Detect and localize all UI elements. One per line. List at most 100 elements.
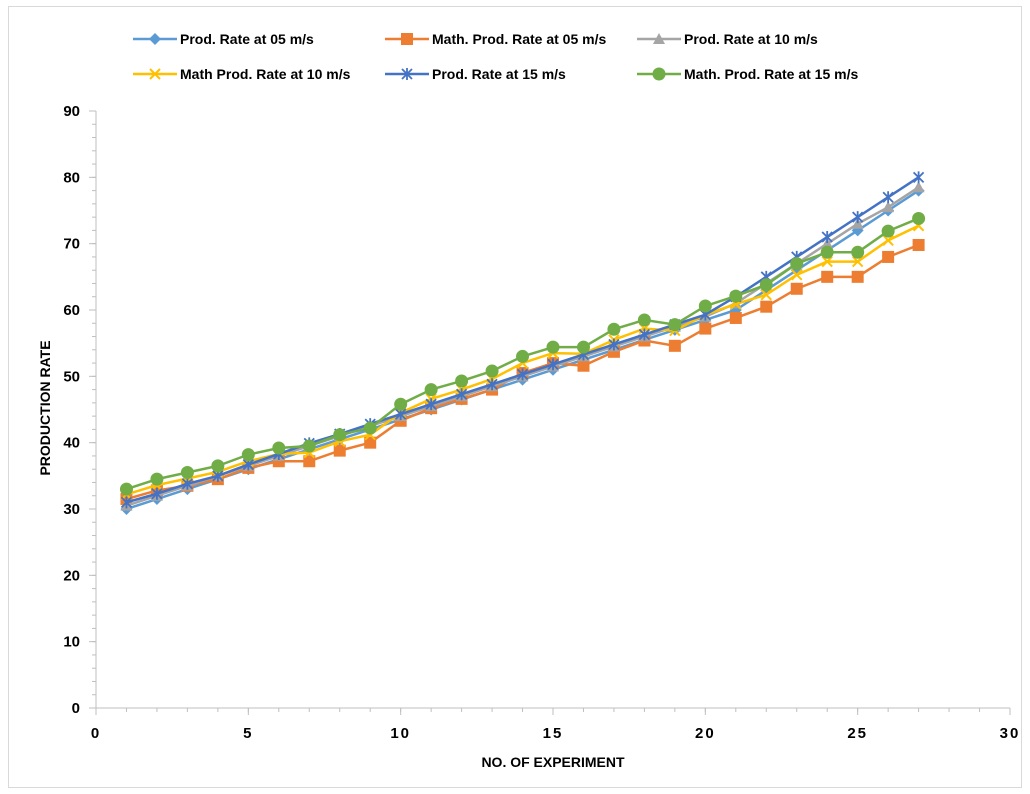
data-point bbox=[394, 397, 408, 411]
data-point bbox=[912, 171, 925, 184]
data-point bbox=[791, 269, 803, 281]
plot-area bbox=[119, 171, 926, 515]
data-point bbox=[485, 364, 499, 378]
data-point bbox=[729, 311, 742, 324]
x-tick-label: 20 bbox=[695, 725, 716, 742]
data-point bbox=[851, 245, 865, 259]
data-point bbox=[668, 339, 681, 352]
data-point bbox=[608, 338, 620, 351]
legend-label: Prod. Rate at 15 m/s bbox=[432, 66, 566, 82]
y-tick-label: 70 bbox=[63, 236, 80, 253]
data-point bbox=[333, 428, 347, 442]
y-tick-label: 10 bbox=[63, 634, 80, 651]
legend-marker bbox=[401, 33, 413, 45]
data-point bbox=[790, 282, 803, 295]
data-point bbox=[882, 201, 895, 213]
y-tick-label: 60 bbox=[63, 302, 80, 319]
y-tick-label: 80 bbox=[63, 169, 80, 186]
data-point bbox=[760, 289, 772, 301]
legend-item: Prod. Rate at 05 m/s bbox=[133, 31, 314, 47]
data-point bbox=[912, 211, 926, 225]
legend-marker bbox=[653, 33, 665, 44]
data-point bbox=[181, 477, 194, 490]
data-point bbox=[760, 300, 773, 313]
y-tick-label: 40 bbox=[63, 435, 80, 452]
y-tick-label: 50 bbox=[63, 368, 80, 385]
legend-label: Prod. Rate at 10 m/s bbox=[684, 31, 818, 47]
x-tick-label: 30 bbox=[1000, 725, 1021, 742]
data-point bbox=[881, 224, 895, 238]
data-point bbox=[547, 358, 559, 371]
data-point bbox=[638, 328, 651, 341]
data-point bbox=[180, 466, 194, 480]
legend: Prod. Rate at 05 m/s Math. Prod. Rate at … bbox=[133, 31, 858, 82]
data-point bbox=[729, 289, 743, 303]
data-point bbox=[302, 439, 316, 453]
series-3 bbox=[120, 181, 925, 511]
legend-label: Math. Prod. Rate at 15 m/s bbox=[684, 66, 858, 82]
data-point bbox=[912, 238, 925, 251]
data-point bbox=[821, 237, 834, 249]
x-tick-label: 15 bbox=[543, 725, 564, 742]
data-point bbox=[241, 448, 255, 462]
data-point bbox=[455, 374, 469, 388]
data-point bbox=[821, 255, 833, 268]
data-point bbox=[576, 340, 590, 354]
data-point bbox=[425, 398, 437, 411]
x-axis-title: NO. OF EXPERIMENT bbox=[481, 754, 625, 770]
x-tick-label: 5 bbox=[243, 725, 253, 742]
data-point bbox=[516, 368, 529, 381]
legend-marker bbox=[652, 67, 666, 81]
data-point bbox=[821, 270, 834, 283]
data-point bbox=[852, 211, 864, 224]
legend-marker bbox=[401, 68, 413, 80]
legend-label: Math. Prod. Rate at 05 m/s bbox=[432, 31, 606, 47]
data-point bbox=[607, 322, 621, 336]
legend-item: Prod. Rate at 10 m/s bbox=[637, 31, 818, 47]
data-point bbox=[637, 313, 651, 327]
data-point bbox=[577, 359, 590, 372]
data-point bbox=[698, 299, 712, 313]
legend-label: Math Prod. Rate at 10 m/s bbox=[180, 66, 351, 82]
data-point bbox=[912, 181, 925, 193]
y-tick-label: 20 bbox=[63, 567, 80, 584]
data-point bbox=[668, 318, 682, 332]
data-point bbox=[151, 487, 163, 500]
data-point bbox=[699, 322, 712, 335]
legend-marker bbox=[149, 68, 161, 80]
data-point bbox=[759, 278, 773, 292]
x-tick-label: 25 bbox=[847, 725, 868, 742]
data-point bbox=[120, 496, 133, 509]
y-axis-title: PRODUCTION RATE bbox=[37, 340, 53, 475]
x-tick-label: 10 bbox=[390, 725, 411, 742]
data-point bbox=[820, 245, 834, 259]
legend-marker bbox=[149, 33, 161, 45]
data-point bbox=[303, 455, 316, 468]
data-point bbox=[364, 436, 377, 449]
data-point bbox=[882, 250, 895, 263]
data-point bbox=[821, 231, 833, 244]
series-1 bbox=[120, 184, 925, 515]
legend-item: Math. Prod. Rate at 05 m/s bbox=[385, 31, 606, 47]
data-point bbox=[851, 255, 864, 268]
axes: 0 10 20 30 40 50 60 70 80 90 0 5 10 15 20 25 30 bbox=[63, 103, 1021, 742]
legend-item: Prod. Rate at 15 m/s bbox=[385, 66, 566, 82]
data-point bbox=[486, 378, 498, 391]
data-point bbox=[851, 217, 864, 229]
data-point bbox=[211, 459, 225, 473]
data-point bbox=[546, 340, 560, 354]
data-point bbox=[272, 441, 286, 455]
data-point bbox=[882, 191, 894, 204]
chart-frame bbox=[8, 6, 1022, 788]
x-tick-label: 0 bbox=[91, 725, 101, 742]
data-point bbox=[851, 270, 864, 283]
y-tick-label: 30 bbox=[63, 501, 80, 518]
legend-label: Prod. Rate at 05 m/s bbox=[180, 31, 314, 47]
data-point bbox=[333, 444, 346, 457]
data-point bbox=[424, 383, 438, 397]
data-point bbox=[882, 234, 894, 247]
data-point bbox=[363, 421, 377, 435]
data-point bbox=[455, 388, 468, 401]
data-point bbox=[119, 482, 133, 496]
